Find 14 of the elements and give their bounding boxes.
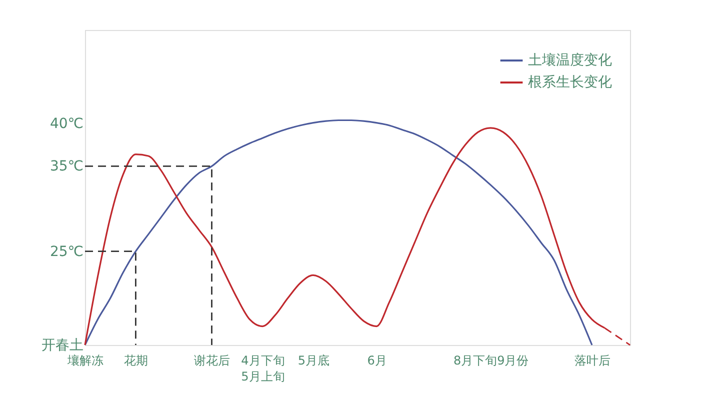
x-tick-label: 5月底 bbox=[298, 354, 330, 368]
x-tick-label: 壤解冻 bbox=[66, 354, 104, 368]
y-tick-label: 40℃ bbox=[50, 116, 84, 132]
x-tick-label: 落叶后 bbox=[574, 354, 610, 368]
y-tick-label: 35℃ bbox=[50, 158, 84, 175]
x-tick-label: 8月下旬9月份 bbox=[453, 354, 529, 368]
y-tick-label: 开春土 bbox=[42, 338, 84, 354]
legend-label: 根系生长变化 bbox=[528, 74, 612, 90]
legend-label: 土壤温度变化 bbox=[528, 52, 612, 68]
y-tick-label: 25℃ bbox=[50, 244, 84, 260]
x-tick-label: 谢花后 bbox=[194, 354, 230, 368]
x-tick-label: 4月下旬 5月上旬 bbox=[241, 354, 285, 384]
x-tick-label: 6月 bbox=[367, 354, 387, 368]
x-tick-label: 花期 bbox=[124, 354, 148, 368]
